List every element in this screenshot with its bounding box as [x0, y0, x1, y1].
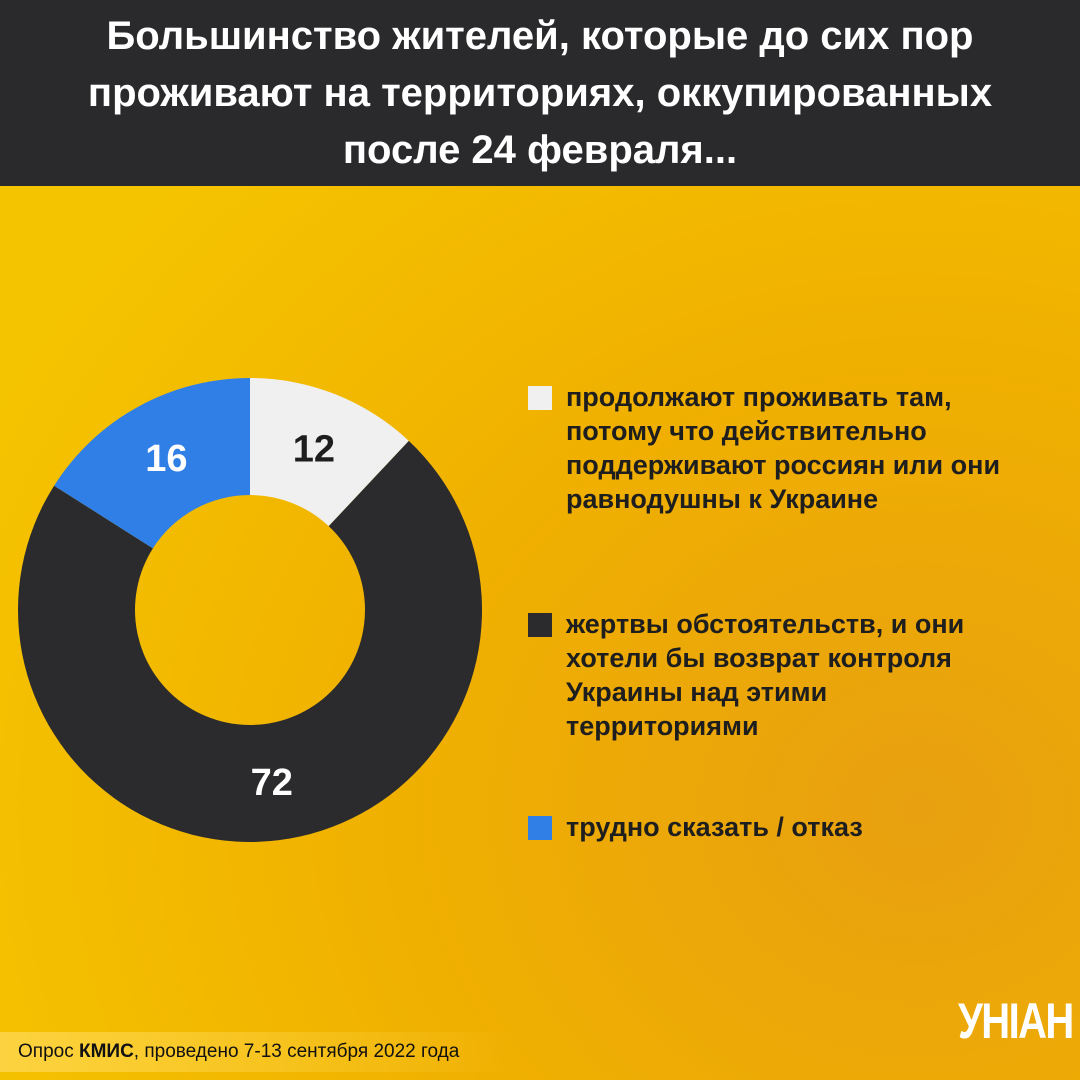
legend-label: трудно сказать / отказ	[566, 812, 863, 842]
title-line: Большинство жителей, которые до сих пор	[106, 14, 974, 58]
donut-slice	[250, 378, 409, 527]
source-prefix: Опрос	[18, 1041, 79, 1062]
source-suffix: , проведено 7-13 сентября 2022 года	[133, 1041, 460, 1062]
legend-item: трудно сказать / отказ	[528, 810, 1046, 844]
page-title: Большинство жителей, которые до сих пор …	[0, 0, 1080, 186]
legend-item: жертвы обстоятельств, и они хотели бы во…	[528, 607, 1006, 743]
legend-label: жертвы обстоятельств, и они хотели бы во…	[566, 609, 965, 741]
donut-slice	[17, 440, 483, 842]
legend-swatch	[528, 816, 552, 840]
data-label: 72	[251, 762, 293, 804]
legend-label: продолжают проживать там, потому что дей…	[566, 382, 1001, 514]
source-org: КМИС	[78, 1041, 134, 1062]
donut-chart: 12 72 16	[17, 378, 483, 842]
donut-slice	[54, 378, 250, 549]
title-line: после 24 февраля...	[342, 128, 738, 172]
data-label: 16	[145, 438, 187, 480]
source-note: Опрос КМИС, проведено 7-13 сентября 2022…	[0, 1032, 520, 1072]
legend-swatch	[528, 386, 552, 410]
logo: УНІАН	[958, 993, 1074, 1049]
data-label: 12	[293, 429, 335, 471]
legend-item: продолжают проживать там, потому что дей…	[528, 380, 1046, 516]
title-line: проживают на территориях, оккупированных	[87, 71, 993, 115]
legend-swatch	[528, 613, 552, 637]
